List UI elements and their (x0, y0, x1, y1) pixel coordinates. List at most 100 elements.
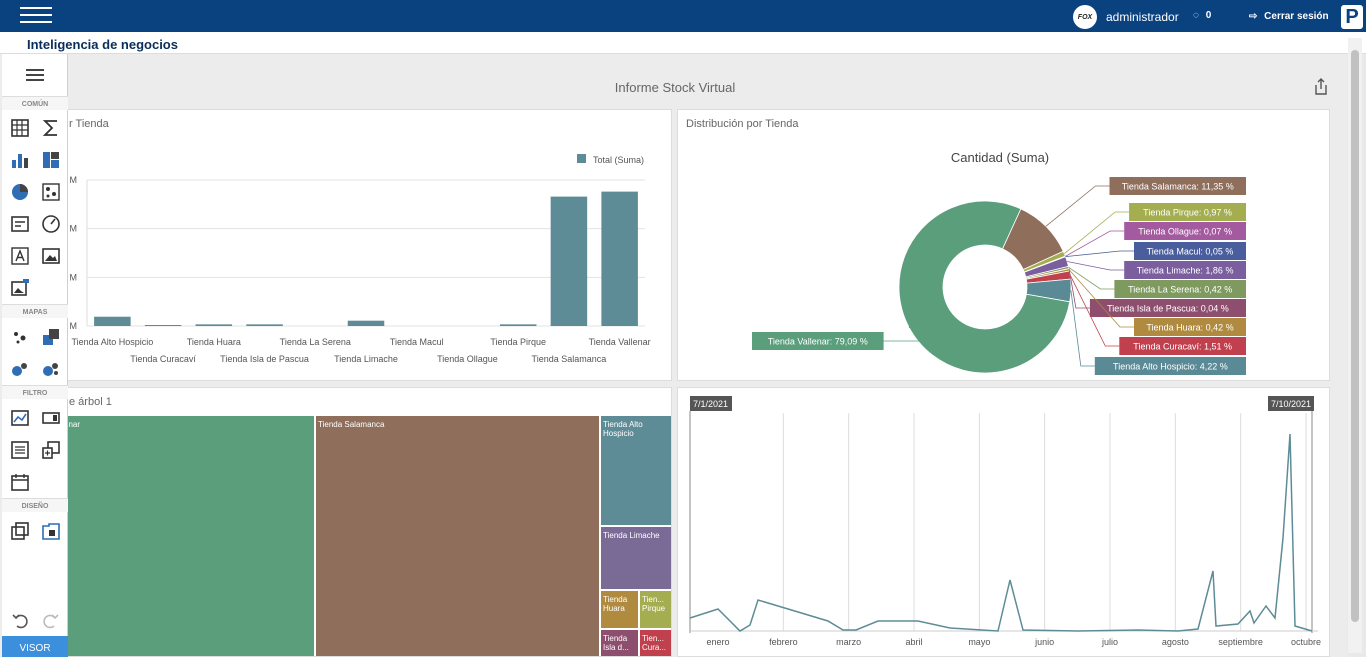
pie-label-box (1119, 337, 1246, 355)
treemap-icon[interactable] (40, 149, 62, 171)
y-tick-label: M (70, 321, 78, 331)
treemap-cell[interactable]: Tienda Limache (600, 526, 671, 590)
bar[interactable] (601, 191, 638, 326)
x-tick-label: junio (1034, 637, 1054, 647)
x-tick-label: Tienda Curacaví (130, 354, 196, 364)
sum-icon[interactable] (40, 117, 62, 139)
undo-icon[interactable] (9, 610, 31, 632)
section-label: COMÚN (2, 96, 68, 110)
brand-icon[interactable]: P (1341, 5, 1363, 29)
x-tick-label: Tienda Vallenar (589, 337, 651, 347)
pie-label: Tienda La Serena: 0,42 % (1128, 285, 1232, 295)
page-title: Inteligencia de negocios (27, 37, 178, 52)
pie-label-box (1124, 222, 1246, 240)
x-tick-label: Tienda Macul (390, 337, 444, 347)
range-end-label: 7/10/2021 (1271, 399, 1311, 409)
legend-swatch (577, 154, 586, 163)
map-points-icon[interactable] (9, 326, 31, 348)
image-icon[interactable] (40, 245, 62, 267)
pie-leader-line (1045, 185, 1110, 227)
pie-label-box (1124, 261, 1246, 279)
pie-leader-line (1070, 290, 1095, 367)
bar[interactable] (195, 324, 233, 326)
treemap-cell[interactable]: enar (61, 415, 315, 656)
treemap-cell[interactable]: Tien... Pirque (639, 590, 671, 629)
scrollbar-thumb[interactable] (1351, 50, 1359, 622)
pie-chart: Cantidad (Suma) Tienda Vallenar: 79,09 %… (752, 150, 1246, 375)
treemap-cell[interactable]: Tienda Huara (600, 590, 639, 629)
main-menu-icon[interactable] (20, 7, 52, 23)
pie-leader-line (883, 326, 930, 342)
pie-label: Tienda Isla de Pascua: 0,04 % (1107, 304, 1229, 314)
range-filter-panel[interactable]: 7/1/2021 7/10/2021 enero febrero marzo abri… (677, 387, 1330, 657)
data-line (689, 433, 1313, 632)
bar[interactable] (94, 316, 131, 326)
treemap-panel[interactable]: e árbol 1 enar Tienda Salamanca Tienda A… (60, 387, 672, 657)
pie-label-box (1094, 357, 1246, 375)
tree-view-icon[interactable] (40, 439, 62, 461)
visor-button[interactable]: VISOR (2, 636, 68, 657)
bar-chart-icon[interactable] (9, 149, 31, 171)
redo-icon[interactable] (40, 610, 62, 632)
x-tick-label: enero (706, 637, 729, 647)
x-tick-label: mayo (968, 637, 990, 647)
logout-button[interactable]: ⇨ Cerrar sesión (1249, 11, 1329, 22)
treemap-cell[interactable]: Tienda Isla d... (600, 629, 639, 656)
pie-leader-line (1068, 267, 1115, 290)
gauge-icon[interactable] (40, 213, 62, 235)
pie-panel-title: Distribución por Tienda (686, 118, 799, 130)
toolbox-menu-icon[interactable] (26, 69, 44, 81)
pie-label: Tienda Curacaví: 1,51 % (1133, 342, 1232, 352)
pie-chart-icon[interactable] (9, 181, 31, 203)
date-filter-icon[interactable] (9, 471, 31, 493)
bar[interactable] (347, 320, 385, 326)
x-tick-label: Tienda Salamanca (532, 354, 607, 364)
treemap-cell[interactable]: Tien... Cura... (639, 629, 671, 656)
map-pie-icon[interactable] (40, 358, 62, 380)
range-filter-icon[interactable] (9, 407, 31, 429)
card-icon[interactable] (9, 213, 31, 235)
bar-chart-panel[interactable]: r Tienda Total (Suma) M M M M Tienda Alto Ho… (60, 109, 672, 381)
vertical-scrollbar[interactable] (1348, 38, 1362, 653)
user-name[interactable]: administrador (1106, 10, 1179, 24)
pie-slice[interactable] (898, 200, 1071, 374)
export-icon[interactable] (1313, 78, 1329, 96)
x-tick-label: marzo (836, 637, 861, 647)
x-tick-label: Tienda Huara (187, 337, 241, 347)
grid-icon[interactable] (9, 117, 31, 139)
range-end-badge (1268, 396, 1314, 411)
toolbox-sidebar: COMÚN MAPAS FILTRO DISEÑO (2, 54, 68, 657)
pie-leader-line (1065, 250, 1134, 258)
scatter-icon[interactable] (40, 181, 62, 203)
x-tick-label: abril (905, 637, 922, 647)
x-tick-label: septiembre (1218, 637, 1263, 647)
map-bubble-icon[interactable] (9, 358, 31, 380)
treemap: enar Tienda Salamanca Tienda Alto Hospic… (61, 415, 671, 656)
x-tick-label: Tienda Limache (334, 354, 398, 364)
bar[interactable] (550, 196, 588, 326)
combo-box-icon[interactable] (40, 407, 62, 429)
pie-leader-line (1068, 269, 1134, 328)
x-tick-label: febrero (769, 637, 798, 647)
text-box-icon[interactable] (9, 245, 31, 267)
x-tick-label: Tienda Alto Hospicio (72, 337, 154, 347)
pie-label-box (1114, 280, 1246, 298)
map-area-icon[interactable] (40, 326, 62, 348)
x-tick-label: octubre (1291, 637, 1321, 647)
list-box-icon[interactable] (9, 439, 31, 461)
treemap-cell[interactable]: Tienda Alto Hospicio (600, 415, 671, 526)
tab-container-icon[interactable] (40, 520, 62, 542)
bar[interactable] (499, 324, 537, 326)
range-line-chart[interactable]: 7/1/2021 7/10/2021 enero febrero marzo abri… (678, 388, 1330, 657)
pie-chart-panel[interactable]: Distribución por Tienda Cantidad (Suma) … (677, 109, 1330, 381)
treemap-cell[interactable]: Tienda Salamanca (315, 415, 600, 656)
messages-button[interactable]: ◌ 0 (1193, 10, 1211, 21)
bar[interactable] (246, 324, 283, 326)
x-tick-label: Tienda Ollague (437, 354, 498, 364)
bound-image-icon[interactable] (9, 277, 31, 299)
logout-label: Cerrar sesión (1264, 11, 1329, 22)
pie-chart-title: Cantidad (Suma) (951, 150, 1049, 165)
group-icon[interactable] (9, 520, 31, 542)
bar[interactable] (144, 325, 182, 327)
logout-icon: ⇨ (1249, 11, 1258, 22)
